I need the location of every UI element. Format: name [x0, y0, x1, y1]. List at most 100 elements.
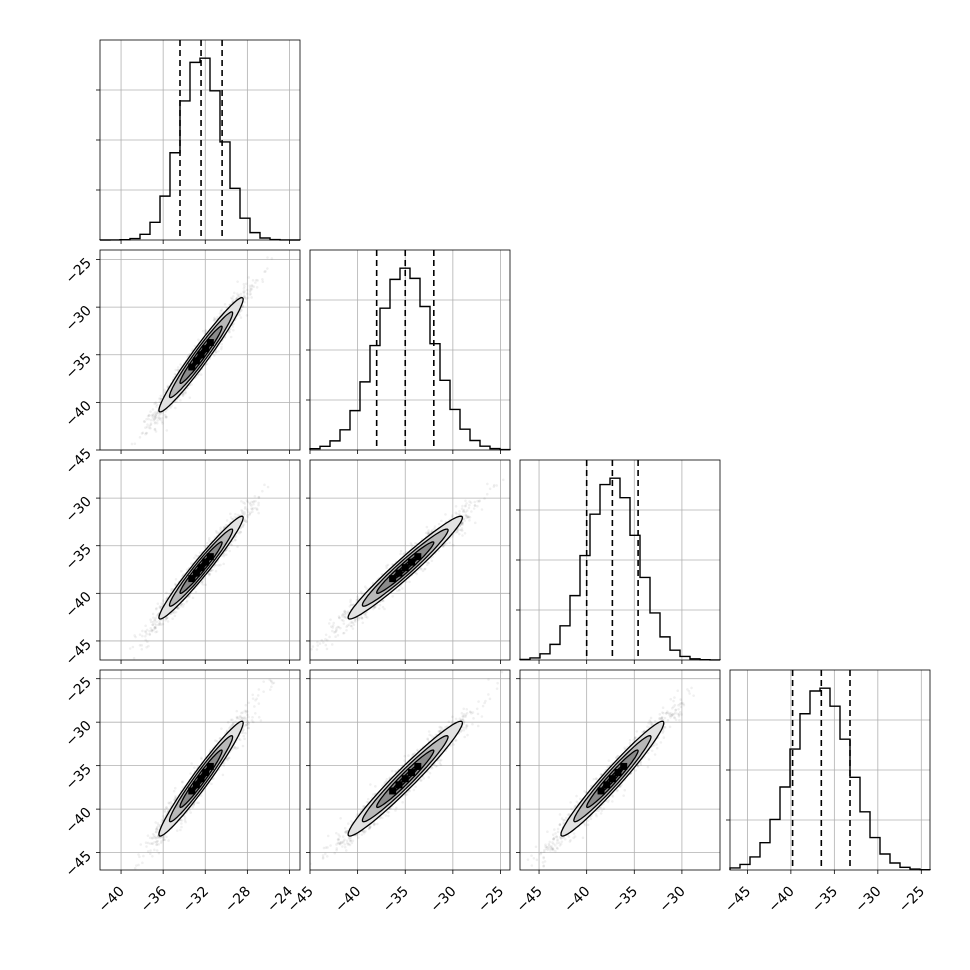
sample-point	[427, 532, 430, 536]
sample-point	[149, 418, 153, 422]
sample-point	[454, 504, 458, 508]
sample-point	[340, 618, 344, 622]
sample-point	[255, 508, 259, 512]
sample-point	[263, 270, 266, 274]
sample-point	[338, 616, 341, 620]
sample-point	[148, 426, 151, 430]
sample-point	[173, 582, 177, 586]
sample-point	[200, 581, 203, 585]
sample-point	[249, 292, 253, 296]
sample-point	[156, 602, 160, 605]
sample-point	[181, 394, 185, 397]
sample-point	[212, 319, 216, 322]
sample-point	[204, 329, 207, 333]
sample-point	[345, 628, 348, 632]
sample-point	[249, 288, 253, 291]
sample-point	[257, 503, 260, 507]
sample-point	[349, 600, 352, 604]
sample-point	[166, 384, 170, 388]
sample-point	[200, 580, 204, 584]
sample-point	[365, 616, 369, 619]
sample-point	[156, 416, 160, 419]
sample-point	[428, 531, 431, 535]
sample-point	[154, 616, 158, 620]
sample-point	[352, 623, 356, 627]
sample-point	[144, 624, 147, 628]
sample-point	[250, 507, 253, 510]
sample-point	[350, 624, 353, 628]
sample-point	[138, 644, 142, 647]
sample-point	[174, 610, 178, 614]
panel-2-0: −45−40−35−30	[63, 459, 301, 669]
sample-point	[144, 431, 148, 435]
sample-point	[149, 422, 153, 425]
sample-point	[254, 499, 257, 503]
sample-point	[209, 569, 213, 572]
sample-point	[213, 318, 216, 322]
sample-point	[251, 510, 254, 514]
sample-point	[405, 580, 408, 584]
sample-point	[196, 554, 199, 558]
sample-point	[243, 290, 246, 293]
sample-point	[264, 270, 267, 273]
sample-point	[250, 500, 253, 504]
sample-point	[150, 629, 154, 633]
sample-point	[424, 531, 428, 535]
sample-point	[228, 549, 232, 553]
density-peak	[197, 564, 205, 572]
sample-point	[155, 413, 158, 416]
sample-point	[249, 286, 252, 290]
sample-point	[220, 345, 223, 349]
sample-point	[193, 556, 196, 560]
sample-point	[459, 523, 463, 526]
sample-point	[159, 606, 163, 609]
sample-point	[185, 568, 189, 572]
sample-point	[385, 566, 388, 570]
sample-point	[165, 415, 168, 419]
histogram-step	[99, 57, 301, 241]
sample-point	[151, 612, 155, 616]
sample-point	[163, 413, 167, 417]
sample-point	[151, 623, 155, 626]
sample-point	[165, 616, 168, 620]
sample-point	[149, 620, 153, 624]
sample-point	[154, 430, 158, 433]
sample-point	[154, 401, 158, 404]
sample-point	[164, 410, 167, 413]
sample-point	[158, 400, 162, 403]
sample-point	[472, 507, 476, 510]
sample-point	[231, 295, 235, 298]
sample-point	[232, 328, 235, 332]
sample-point	[437, 522, 441, 526]
sample-point	[468, 500, 471, 503]
sample-point	[140, 432, 144, 435]
sample-point	[146, 414, 150, 418]
sample-point	[239, 530, 243, 534]
sample-point	[256, 279, 259, 282]
sample-point	[160, 420, 164, 423]
sample-point	[151, 620, 155, 624]
sample-point	[336, 625, 340, 629]
sample-point	[158, 397, 161, 400]
sample-point	[169, 589, 173, 593]
sample-point	[181, 605, 185, 608]
sample-point	[164, 415, 168, 419]
sample-point	[349, 598, 352, 602]
sample-point	[325, 638, 329, 642]
sample-point	[425, 563, 429, 567]
sample-point	[248, 513, 251, 517]
sample-point	[343, 610, 346, 613]
sample-point	[154, 630, 157, 634]
sample-point	[145, 632, 148, 636]
sample-point	[225, 553, 228, 556]
sample-point	[330, 643, 334, 646]
sample-point	[142, 420, 146, 423]
sample-point	[245, 288, 249, 292]
sample-point	[241, 509, 244, 513]
sample-point	[158, 621, 161, 625]
sample-point	[473, 521, 477, 525]
sample-point	[207, 539, 211, 542]
sample-point	[231, 325, 235, 328]
sample-point	[327, 622, 331, 625]
sample-point	[153, 618, 157, 622]
